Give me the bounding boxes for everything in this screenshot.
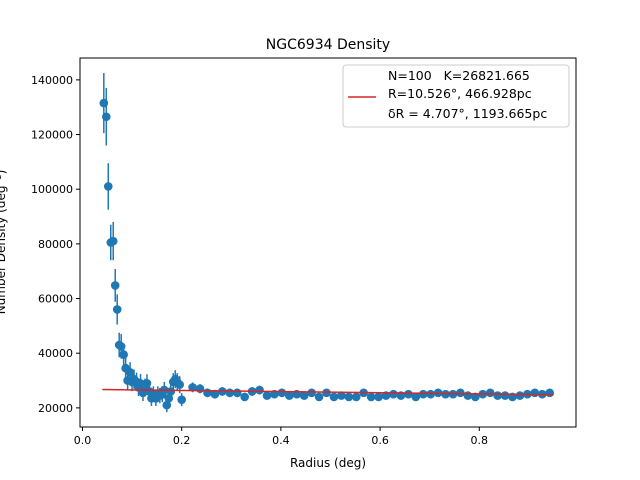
plot-frame xyxy=(79,57,577,428)
data-point xyxy=(101,112,111,122)
data-point xyxy=(285,391,294,400)
x-axis-ticks: 0.0 0.2 0.4 0.6 0.8 xyxy=(74,427,488,447)
data-point xyxy=(418,389,428,399)
x-tick-label: 0.0 xyxy=(74,434,92,447)
data-point xyxy=(166,387,176,396)
data-point xyxy=(119,350,128,359)
y-axis-ticks: 20000 40000 60000 80000 100000 120000 140000 xyxy=(31,74,80,415)
data-point xyxy=(240,392,249,402)
data-point xyxy=(337,391,346,400)
legend-box xyxy=(342,64,570,128)
data-point xyxy=(463,391,473,400)
y-tick-label: 100000 xyxy=(31,183,73,196)
data-point xyxy=(307,388,316,398)
y-tick-label: 80000 xyxy=(38,238,73,251)
data-point xyxy=(116,342,126,351)
data-point xyxy=(103,182,113,191)
x-tick-label: 0.6 xyxy=(371,434,389,447)
legend-line-1: N=100 K=26821.665 xyxy=(388,68,530,83)
data-point xyxy=(277,388,287,398)
data-point xyxy=(255,385,264,395)
data-point xyxy=(110,281,120,290)
y-tick-label: 140000 xyxy=(31,74,73,87)
fit-line-group xyxy=(102,388,554,396)
data-point xyxy=(232,388,242,398)
legend-line-2: R=10.526°, 466.928pc xyxy=(388,86,532,101)
data-point xyxy=(125,368,135,377)
x-axis-label: Radius (deg) xyxy=(290,456,366,470)
data-point xyxy=(108,236,118,246)
data-point xyxy=(485,388,495,398)
data-point xyxy=(162,400,172,410)
fit-line xyxy=(102,388,554,396)
x-tick-label: 0.8 xyxy=(471,434,489,447)
data-point xyxy=(99,98,109,108)
data-point xyxy=(299,391,309,400)
data-point xyxy=(329,392,339,402)
data-point xyxy=(545,388,555,398)
data-point xyxy=(344,392,354,402)
data-point xyxy=(262,391,272,400)
y-tick-label: 60000 xyxy=(38,293,73,306)
data-point xyxy=(195,384,205,394)
data-point xyxy=(426,389,435,399)
data-point xyxy=(210,389,220,399)
data-point xyxy=(177,395,186,404)
data-point xyxy=(389,389,398,399)
y-tick-label: 40000 xyxy=(38,347,73,360)
data-point xyxy=(500,391,510,400)
data-point xyxy=(112,305,122,314)
data-point xyxy=(515,391,525,400)
data-point xyxy=(188,383,197,392)
data-point xyxy=(530,388,540,398)
data-point xyxy=(314,392,324,402)
data-point xyxy=(404,389,413,399)
data-point xyxy=(175,380,184,389)
legend-line-3: δR = 4.707°, 1193.665pc xyxy=(388,106,547,121)
data-point xyxy=(203,388,212,398)
legend: N=100 K=26821.665 R=10.526°, 466.928pc δ… xyxy=(342,64,570,128)
chart-title: NGC6934 Density xyxy=(266,37,390,53)
data-point xyxy=(164,394,174,403)
data-point xyxy=(493,391,502,400)
data-point xyxy=(456,388,465,398)
data-point xyxy=(374,392,383,402)
data-point xyxy=(471,392,480,402)
data-point xyxy=(366,392,376,402)
data-point xyxy=(142,378,152,388)
y-tick-label: 20000 xyxy=(38,402,73,415)
data-point xyxy=(411,392,421,402)
x-tick-label: 0.2 xyxy=(173,434,191,447)
data-point xyxy=(351,392,361,402)
data-point xyxy=(225,388,235,398)
y-axis-label: Number Density (deg⁻²) xyxy=(0,170,8,315)
y-tick-label: 120000 xyxy=(31,129,73,142)
x-tick-label: 0.4 xyxy=(272,434,290,447)
